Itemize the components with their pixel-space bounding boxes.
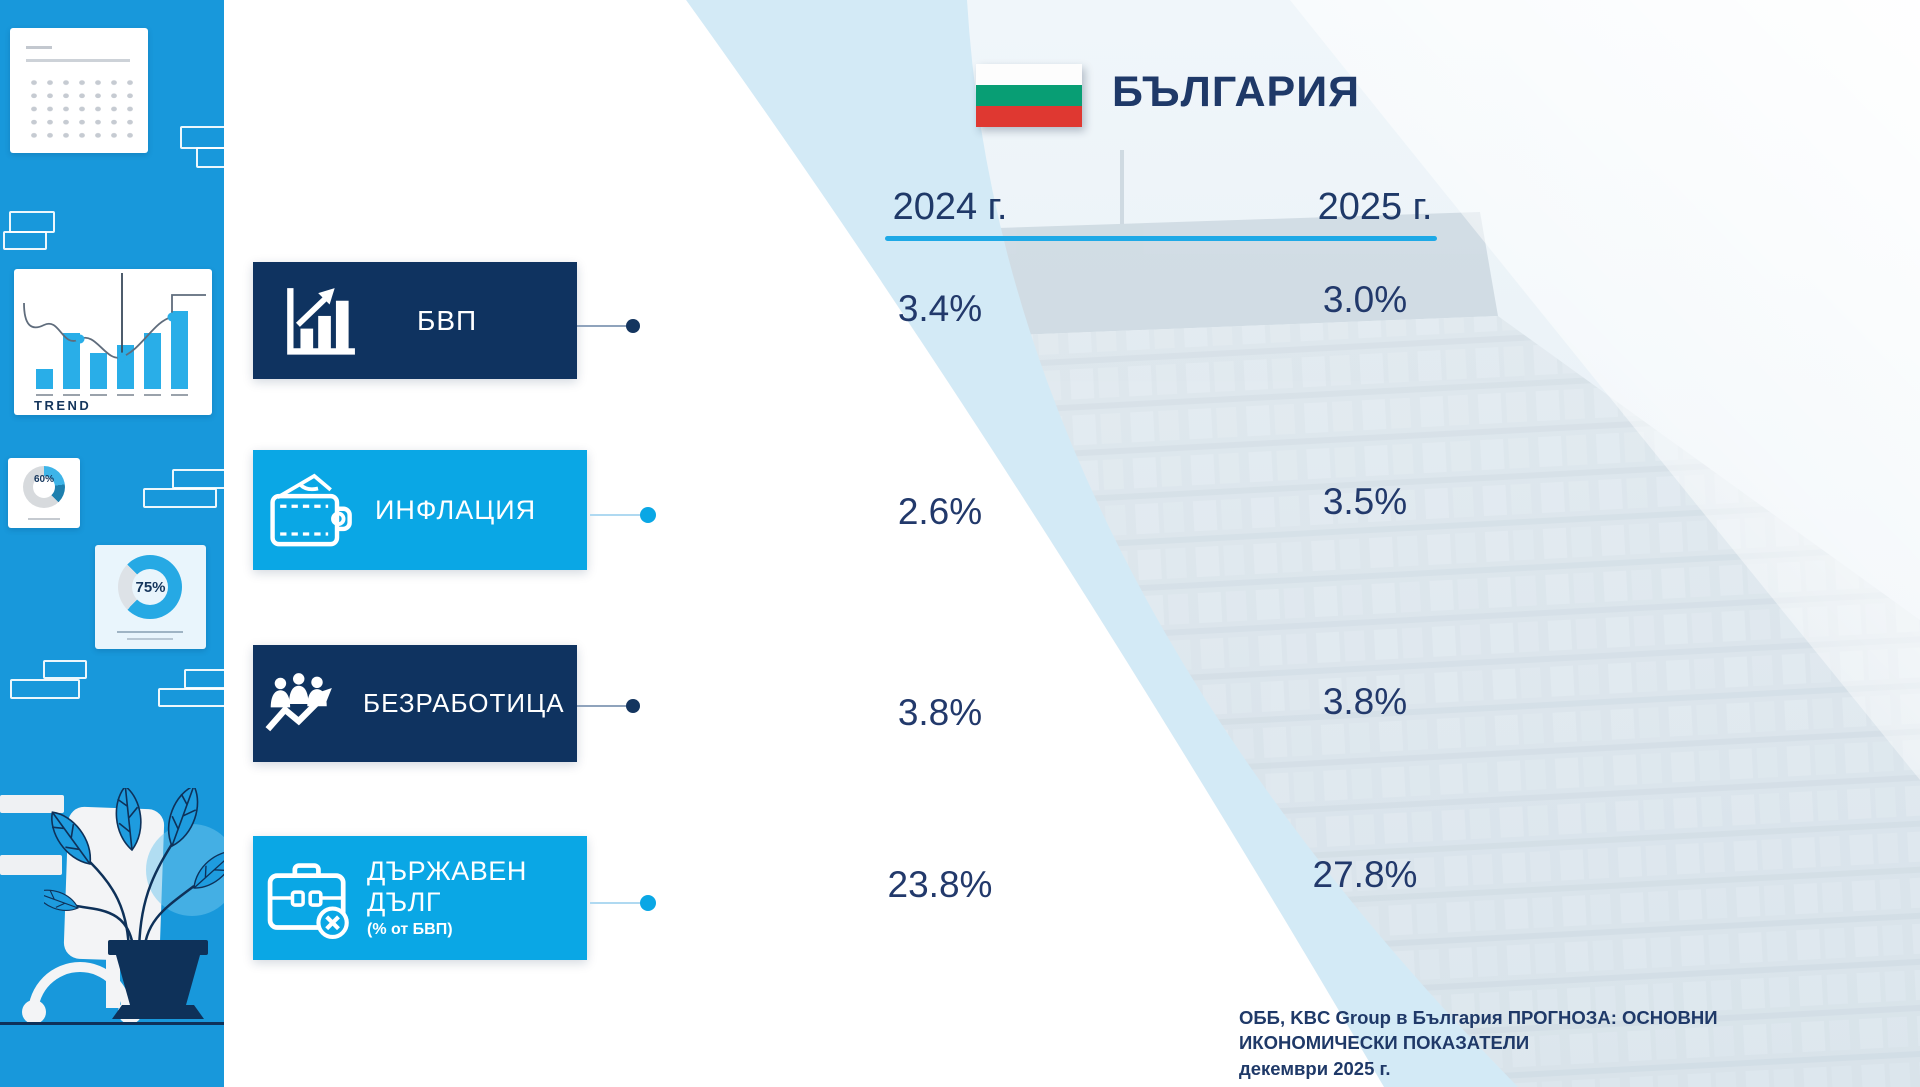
calendar-illustration (10, 28, 148, 153)
source-note-line1: ОББ, KBC Group в България ПРОГНОЗА: ОСНО… (1239, 1007, 1718, 1053)
brick-decoration (10, 679, 80, 699)
connector-dot (626, 319, 640, 333)
connector-dot (626, 699, 640, 713)
indicator-label: БЕЗРАБОТИЦА (363, 688, 565, 718)
plant-pot-rim (108, 940, 208, 955)
column-header-2024: 2024 г. (892, 186, 1008, 228)
floor-line (0, 1022, 224, 1025)
donut-75-label: 75% (135, 579, 166, 596)
briefcase-x-icon (267, 863, 349, 939)
brick-decoration (158, 688, 224, 707)
value-inflation-2025: 3.5% (1322, 481, 1408, 522)
flag-stripe-white (976, 64, 1082, 85)
donut-75-ring (118, 555, 182, 619)
value-debt-2025: 27.8% (1312, 854, 1418, 895)
brick-decoration (196, 147, 224, 168)
connector-dot (640, 895, 656, 911)
bar-chart-growth-icon (287, 287, 355, 355)
indicator-box-gdp: БВП (253, 262, 577, 379)
indicator-box-government-debt: ДЪРЖАВЕН ДЪЛГ (% от БВП) (253, 836, 587, 960)
value-unemployment-2024: 3.8% (897, 692, 983, 733)
trend-chart-illustration: TREND (14, 269, 212, 415)
donut-60-label: 60% (33, 474, 54, 485)
shelf-decoration (0, 795, 64, 813)
wallet-icon (270, 473, 352, 547)
value-debt-2024: 23.8% (887, 864, 993, 905)
bulgaria-flag (976, 64, 1082, 127)
header-underline (885, 236, 1437, 241)
chair-wheel (22, 1000, 46, 1024)
brick-decoration (184, 669, 224, 689)
column-header-2025: 2025 г. (1317, 186, 1433, 228)
source-note: ОББ, KBC Group в България ПРОГНОЗА: ОСНО… (1239, 1006, 1853, 1082)
indicator-label: ИНФЛАЦИЯ (375, 494, 537, 525)
calendar-rule (26, 59, 130, 62)
donut-75-illustration: 75% (95, 545, 206, 649)
donut-75-caption-line (127, 638, 173, 640)
value-inflation-2024: 2.6% (897, 491, 983, 532)
donut-60-illustration: 60% (8, 458, 80, 528)
connector-dot (640, 507, 656, 523)
calendar-day-grid (24, 74, 136, 140)
sidebar-illustration-strip: TREND 60% 75% (0, 0, 224, 1087)
donut-75-caption-line (117, 631, 183, 633)
flag-stripe-green (976, 85, 1082, 106)
connector-line (577, 705, 626, 707)
plant-illustration (44, 788, 224, 957)
source-note-line2: декември 2025 г. (1239, 1058, 1391, 1080)
indicator-sublabel: (% от БВП) (367, 921, 453, 939)
trend-chart-graphic: TREND (23, 273, 206, 413)
brick-decoration (143, 488, 217, 508)
brick-decoration (9, 211, 55, 233)
indicator-box-inflation: ИНФЛАЦИЯ (253, 450, 587, 570)
plant-pot-foot (112, 1005, 204, 1019)
shelf-decoration (0, 855, 62, 875)
value-unemployment-2025: 3.8% (1322, 681, 1408, 722)
connector-line (590, 902, 640, 904)
donut-60-caption-line (28, 518, 60, 520)
indicator-box-unemployment: БЕЗРАБОТИЦА (253, 645, 577, 762)
connector-line (577, 325, 626, 327)
donut-60-ring (23, 466, 65, 508)
calendar-header-line (26, 46, 52, 49)
indicator-label: БВП (417, 304, 478, 336)
plant-pot (108, 940, 208, 1030)
value-gdp-2024: 3.4% (897, 288, 983, 329)
brick-decoration (180, 126, 224, 149)
people-trend-icon (265, 672, 332, 731)
trend-label: TREND (34, 398, 91, 413)
brick-decoration (3, 231, 47, 250)
plant-pot-body (116, 955, 200, 1005)
brick-decoration (172, 469, 224, 489)
page-title: БЪЛГАРИЯ (1112, 68, 1361, 116)
brick-decoration (43, 660, 87, 679)
value-gdp-2025: 3.0% (1322, 279, 1408, 320)
indicator-label: ДЪРЖАВЕН ДЪЛГ (367, 856, 527, 918)
connector-line (590, 514, 640, 516)
flag-stripe-red (976, 106, 1082, 127)
